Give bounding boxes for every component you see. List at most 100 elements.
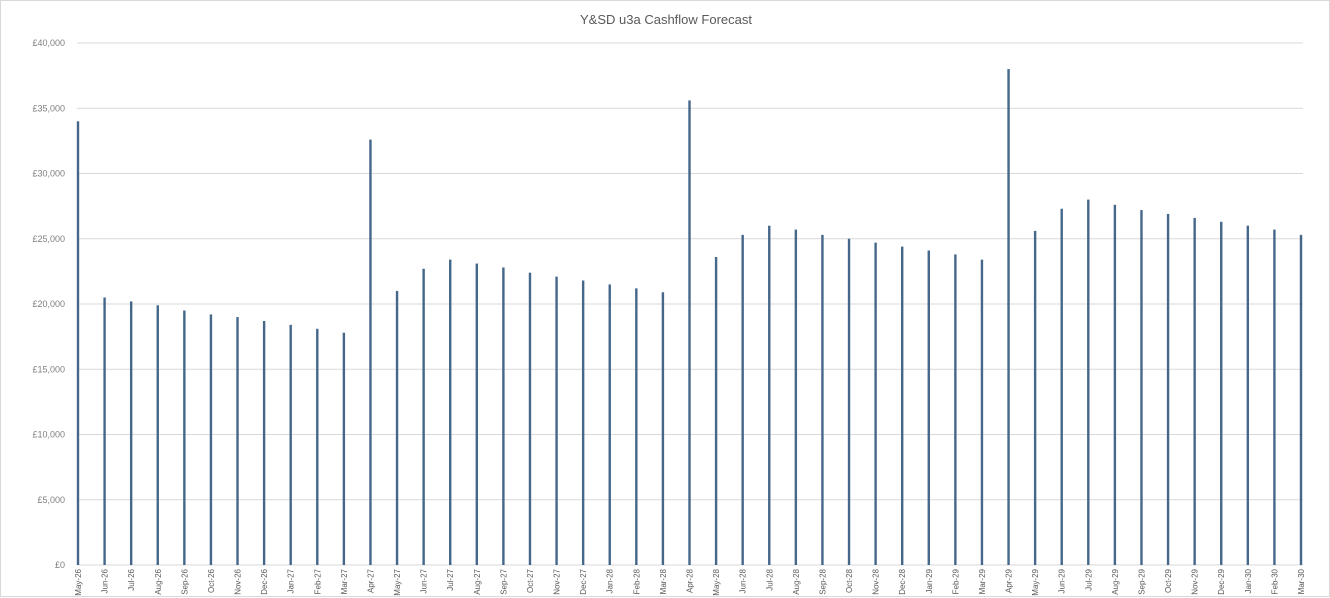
bar-Dec-28 [900, 246, 904, 565]
bar-Sep-29 [1140, 210, 1143, 566]
y-tick-label: £5,000 [37, 495, 65, 505]
bar-Nov-29 [1193, 217, 1196, 565]
bar-Mar-30 [1299, 234, 1303, 565]
bar-Dec-26 [262, 320, 266, 565]
x-tick-label: Oct-27 [526, 568, 535, 593]
x-tick-label: Jul-28 [765, 568, 774, 590]
bar-Nov-28 [874, 242, 877, 566]
bar-Feb-29 [954, 254, 957, 565]
x-tick-label: Jun-28 [739, 568, 748, 593]
bar-Sep-28 [821, 234, 824, 565]
x-tick-label: May-29 [1031, 568, 1040, 595]
y-tick-label: £20,000 [32, 299, 65, 309]
x-tick-label: Jul-26 [127, 568, 136, 590]
x-tick-label: Mar-27 [340, 568, 349, 594]
x-tick-label: Aug-28 [792, 568, 801, 594]
bar-Nov-26 [236, 317, 239, 565]
bar-Aug-27 [475, 263, 479, 565]
y-tick-label: £30,000 [32, 169, 65, 179]
y-tick-label: £0 [55, 560, 65, 570]
x-tick-label: Sep-29 [1137, 568, 1146, 594]
bar-Feb-28 [635, 288, 638, 565]
x-tick-label: Feb-28 [632, 568, 641, 594]
x-tick-label: Nov-28 [872, 568, 881, 594]
x-tick-label: Jun-27 [420, 568, 429, 593]
x-tick-label: Sep-27 [499, 568, 508, 594]
y-tick-label: £25,000 [32, 234, 65, 244]
bar-Jun-26 [103, 297, 106, 565]
x-tick-label: Apr-29 [1005, 568, 1014, 593]
bar-Dec-29 [1220, 221, 1223, 565]
x-tick-label: Nov-26 [234, 568, 243, 594]
bar-May-27 [395, 290, 399, 565]
bar-Jul-26 [129, 301, 133, 565]
x-tick-label: Oct-26 [207, 568, 216, 593]
bar-Jan-28 [608, 284, 611, 565]
x-tick-label: Sep-26 [180, 568, 189, 594]
x-tick-label: May-28 [712, 568, 721, 595]
bar-Jan-27 [289, 324, 292, 565]
y-tick-label: £15,000 [32, 364, 65, 374]
bar-Aug-29 [1113, 204, 1117, 565]
x-tick-label: Oct-29 [1164, 568, 1173, 593]
bar-Mar-27 [342, 332, 346, 565]
x-tick-label: Oct-28 [845, 568, 854, 593]
bar-Oct-29 [1166, 213, 1170, 565]
x-tick-label: May-26 [74, 568, 83, 595]
x-tick-label: Dec-26 [260, 568, 269, 594]
bar-Aug-26 [156, 305, 159, 565]
x-tick-label: Mar-30 [1297, 568, 1306, 594]
bar-Jul-29 [1087, 199, 1090, 565]
x-tick-label: Dec-29 [1217, 568, 1226, 594]
x-tick-label: Mar-28 [659, 568, 668, 594]
bar-Apr-29 [1007, 69, 1010, 565]
bar-May-28 [714, 257, 718, 565]
bar-Jun-27 [422, 268, 425, 565]
y-axis: £0 £5,000 £10,000 £15,000 £20,000 £25,000 £30,… [32, 38, 65, 570]
bar-Jan-30 [1246, 225, 1250, 565]
bars [76, 69, 1303, 566]
y-tick-label: £35,000 [32, 103, 65, 113]
chart-title: Y&SD u3a Cashflow Forecast [580, 12, 752, 27]
bar-Mar-29 [980, 259, 984, 565]
bar-Sep-27 [502, 267, 505, 565]
bar-Oct-28 [847, 238, 851, 565]
bar-May-26 [76, 121, 80, 566]
x-tick-label: Nov-27 [553, 568, 562, 594]
bar-Feb-30 [1273, 229, 1276, 566]
x-tick-label: Aug-29 [1111, 568, 1120, 594]
x-axis: May-26 Jun-26 Jul-26 Aug-26 Sep-26 Oct-26 Nov-… [74, 568, 1306, 595]
x-tick-label: Dec-27 [579, 568, 588, 594]
x-tick-label: Jul-27 [446, 568, 455, 590]
x-tick-label: Feb-29 [951, 568, 960, 594]
bar-Dec-27 [581, 280, 585, 565]
bar-Jun-29 [1060, 208, 1063, 566]
bar-May-29 [1033, 230, 1037, 566]
bar-Nov-27 [555, 276, 558, 565]
x-tick-label: Aug-26 [154, 568, 163, 594]
x-tick-label: Feb-27 [313, 568, 322, 594]
bar-Jul-27 [449, 259, 452, 565]
x-tick-label: Jul-29 [1084, 568, 1093, 590]
bar-Aug-28 [794, 229, 798, 566]
x-tick-label: Apr-28 [686, 568, 695, 593]
x-tick-label: Jan-28 [606, 568, 615, 593]
x-tick-label: Mar-29 [978, 568, 987, 594]
x-tick-label: May-27 [393, 568, 402, 595]
bar-Jan-29 [927, 250, 930, 565]
x-tick-label: Dec-28 [898, 568, 907, 594]
x-tick-label: Jan-27 [287, 568, 296, 593]
bar-Oct-27 [528, 272, 532, 565]
bar-Feb-27 [316, 328, 319, 565]
bar-Oct-26 [209, 314, 213, 565]
x-tick-label: Sep-28 [818, 568, 827, 594]
bar-Sep-26 [183, 310, 186, 565]
x-tick-label: Aug-27 [473, 568, 482, 594]
bar-Apr-28 [688, 100, 691, 566]
x-tick-label: Nov-29 [1191, 568, 1200, 594]
bar-Jun-28 [741, 234, 744, 565]
bar-Mar-28 [661, 292, 665, 565]
x-tick-label: Jun-29 [1058, 568, 1067, 593]
